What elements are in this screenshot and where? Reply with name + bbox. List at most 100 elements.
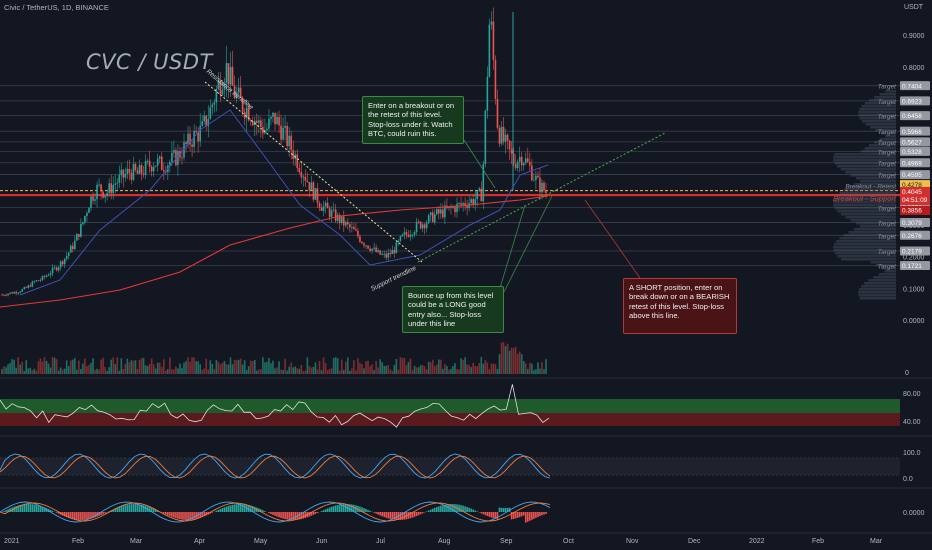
note-breakout[interactable]: Enter on a breakout or on the retest of …	[362, 96, 464, 144]
candle-body	[466, 206, 468, 209]
volume-bar	[357, 358, 359, 374]
target-tag	[900, 126, 930, 136]
volume-bar	[144, 365, 147, 374]
candle-body	[76, 234, 78, 241]
volume-profile-bar	[868, 279, 896, 282]
macd-bar	[292, 512, 295, 520]
volume-bar	[156, 362, 159, 374]
volume-bar	[49, 367, 52, 374]
volume-bar	[433, 366, 436, 374]
volume-bar	[19, 364, 22, 374]
volume-bar	[268, 358, 270, 374]
volume-profile-bar	[884, 270, 896, 273]
macd-bar	[276, 512, 278, 517]
macd-bar	[128, 504, 131, 512]
candle-body	[397, 240, 400, 243]
volume-bar	[516, 353, 519, 374]
candle-body	[316, 188, 319, 203]
volume-bar	[510, 347, 513, 374]
macd-bar	[67, 512, 70, 518]
macd-bar	[294, 512, 297, 520]
volume-bar	[454, 363, 456, 374]
macd-bar	[191, 512, 193, 520]
candle-body	[41, 276, 44, 280]
candle-body	[535, 175, 537, 180]
volume-bar	[239, 358, 242, 374]
current-price-label: 0.4045	[902, 189, 922, 196]
candle-body	[258, 120, 260, 123]
note-short-entry[interactable]: A SHORT position, enter on break down or…	[623, 278, 737, 334]
volume-bar	[294, 366, 297, 374]
candle-body	[407, 234, 410, 237]
macd-bar	[45, 508, 48, 512]
macd-bar	[385, 512, 388, 518]
candle-body	[171, 152, 173, 162]
candle-body	[359, 236, 361, 242]
volume-profile-bar	[859, 117, 896, 120]
volume-bar	[318, 360, 321, 374]
candle-body	[322, 206, 325, 211]
macd-bar	[543, 512, 545, 515]
candle-body	[506, 134, 509, 141]
candle-body	[191, 144, 193, 147]
candle-body	[84, 215, 86, 223]
symbol-header: Civic / TetherUS, 1D, BINANCE	[4, 3, 109, 12]
volume-bar	[389, 369, 392, 374]
volume-bar	[51, 357, 54, 374]
candle-body	[39, 279, 42, 281]
candle-body	[472, 199, 474, 205]
macd-bar	[243, 504, 246, 512]
macd-bar	[342, 504, 345, 512]
candle-body	[207, 118, 210, 127]
candle-body	[256, 120, 258, 123]
volume-bar	[466, 364, 468, 374]
macd-bar	[253, 506, 256, 512]
volume-bar	[397, 369, 400, 374]
target-tag	[900, 96, 930, 106]
candle-body	[367, 245, 369, 249]
volume-bar	[435, 364, 438, 374]
volume-bar	[211, 364, 214, 374]
volume-profile-bar	[839, 237, 896, 240]
candle-body	[71, 245, 74, 250]
candle-body	[114, 183, 117, 185]
macd-bar	[179, 512, 181, 520]
volume-bar	[332, 357, 335, 374]
volume-bar	[450, 368, 452, 374]
macd-bar	[379, 512, 381, 516]
candle-body	[492, 21, 495, 60]
candle-body	[417, 221, 420, 223]
note-long-entry[interactable]: Bounce up from this level could be a LON…	[402, 286, 504, 333]
macd-bar	[98, 512, 100, 516]
candle-body	[53, 267, 56, 269]
macd-bar	[411, 512, 414, 518]
candle-body	[326, 202, 329, 209]
volume-bar	[120, 358, 123, 374]
macd-bar	[474, 510, 477, 512]
candle-body	[504, 134, 507, 142]
candle-body	[55, 267, 58, 271]
candle-body	[276, 116, 278, 125]
candle-body	[80, 224, 82, 237]
macd-bar	[134, 504, 137, 512]
macd-bar	[13, 506, 15, 512]
volume-bar	[478, 363, 481, 374]
macd-bar	[114, 508, 117, 512]
macd-bar	[496, 512, 499, 520]
macd-bar	[541, 512, 543, 516]
macd-bar	[476, 511, 479, 512]
macd-bar	[359, 506, 361, 512]
volume-bar	[393, 364, 396, 374]
macd-bar	[7, 509, 9, 512]
volume-bar	[7, 364, 9, 374]
volume-bar	[266, 361, 268, 374]
candle-body	[480, 188, 483, 202]
time-tick-label: Oct	[563, 538, 574, 545]
target-label: Target	[878, 249, 897, 256]
candle-body	[533, 179, 535, 181]
macd-bar	[27, 504, 30, 512]
rsi-tick-label: 80.00	[903, 391, 921, 398]
candle-body	[209, 107, 212, 119]
candle-body	[169, 161, 171, 166]
